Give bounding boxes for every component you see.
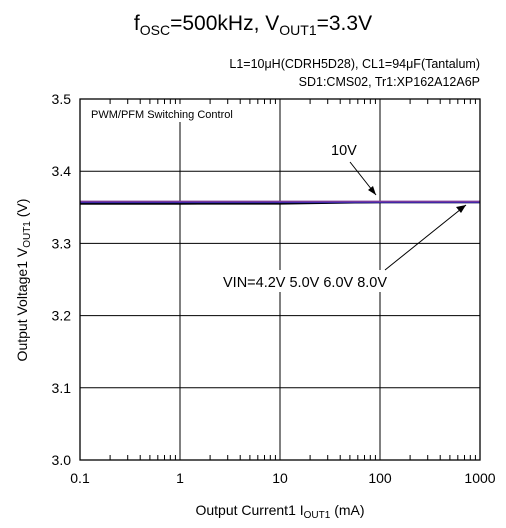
y-tick-label: 3.1 <box>52 380 72 396</box>
y-tick-label: 3.0 <box>52 452 72 468</box>
conditions-line-1: L1=10μH(CDRH5D28), CL1=94μF(Tantalum) <box>229 57 480 71</box>
annotation-vin-arrow <box>384 204 467 271</box>
mode-label-bg <box>86 104 252 122</box>
chart-title: fOSC=500kHz, VOUT1=3.3V <box>134 12 372 38</box>
y-tick-label: 3.3 <box>52 235 72 251</box>
x-tick-label: 0.1 <box>70 470 90 486</box>
annotation-vin-bg <box>218 270 444 292</box>
annotation-10v-arrowhead <box>368 186 376 195</box>
plot-frame <box>79 98 481 461</box>
y-tick-label: 3.4 <box>52 163 72 179</box>
conditions-line-2: SD1:CMS02, Tr1:XP162A12A6P <box>299 75 480 89</box>
y-tick-label: 3.5 <box>52 91 72 107</box>
annotation-10v-bg <box>325 140 367 159</box>
minor-ticks <box>109 99 476 460</box>
y-axis-label: Output Voltage1 VOUT1 (V) <box>14 199 33 362</box>
annotation-10v: 10V <box>331 143 357 159</box>
x-axis-label: Output Current1 IOUT1 (mA) <box>195 502 364 521</box>
x-tick-label: 1000 <box>464 470 495 486</box>
series-group <box>80 200 480 205</box>
x-tick-label: 1 <box>176 470 184 486</box>
y-tick-labels: 3.0 3.1 3.2 3.3 3.4 3.5 <box>52 91 72 468</box>
x-tick-label: 10 <box>272 470 288 486</box>
mode-label: PWM/PFM Switching Control <box>91 109 233 121</box>
x-tick-label: 100 <box>368 470 392 486</box>
annotation-vin-arrowhead <box>456 205 466 213</box>
x-tick-labels: 0.1 1 10 100 1000 <box>70 470 496 486</box>
annotation-vin: VIN=4.2V 5.0V 6.0V 8.0V <box>223 275 387 291</box>
y-tick-label: 3.2 <box>52 308 72 324</box>
